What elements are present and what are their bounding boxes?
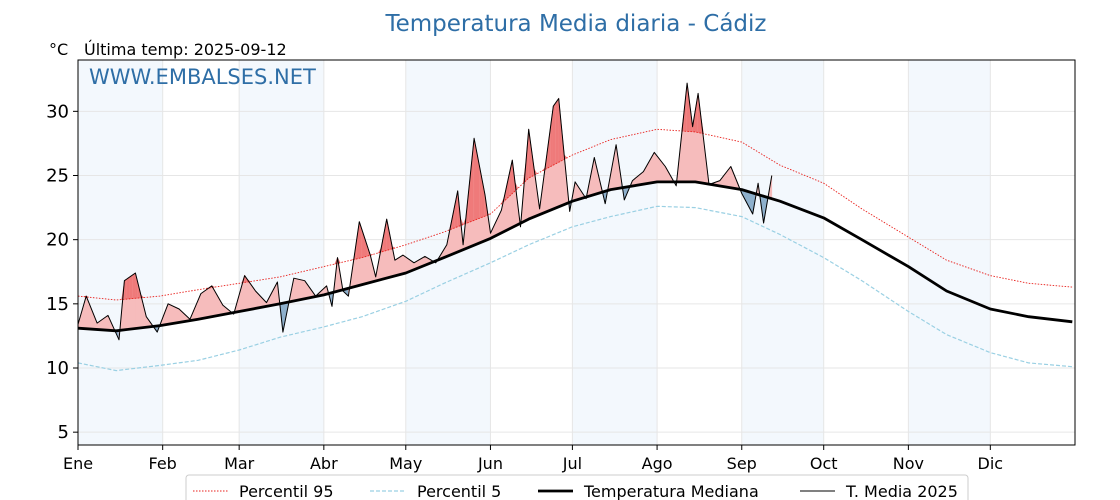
y-tick-label: 15 — [46, 294, 69, 315]
y-tick-label: 20 — [46, 230, 69, 251]
legend-label-p95: Percentil 95 — [239, 482, 334, 500]
anomaly-fill-above — [173, 305, 177, 324]
anomaly-fill-extreme — [132, 272, 136, 299]
x-tick-label: Ago — [642, 454, 673, 473]
y-unit-label: °C — [49, 40, 68, 59]
anomaly-fill-above — [402, 254, 407, 275]
anomaly-fill-above — [203, 289, 207, 319]
month-band — [239, 60, 324, 445]
anomaly-fill-above — [397, 256, 401, 276]
anomaly-fill-extreme — [129, 274, 133, 300]
x-tick-label: Sep — [727, 454, 757, 473]
anomaly-fill-above — [394, 257, 398, 277]
x-tick-label: Jul — [562, 454, 582, 473]
x-tick-label: Nov — [893, 454, 924, 473]
legend-box — [185, 474, 969, 500]
series-line-p5 — [77, 205, 1073, 372]
anomaly-fill-above — [200, 291, 204, 320]
anomaly-fill-above — [176, 307, 180, 324]
legend-label-median: Temperatura Mediana — [583, 482, 759, 500]
x-axis-ticks: Ene Feb Mar Abr May Jun Jul Ago Sep Oct Nov Dic — [63, 445, 1003, 473]
anomaly-fill-extreme — [555, 97, 560, 165]
x-tick-label: Jun — [477, 454, 503, 473]
plot-frame — [77, 59, 1076, 446]
chart-title: Temperatura Media diaria - Cádiz — [384, 11, 766, 37]
x-tick-label: Dic — [978, 454, 1004, 473]
anomaly-fill-extreme — [124, 278, 128, 300]
series-line-median — [77, 180, 1073, 333]
anomaly-fill-extreme — [552, 101, 557, 166]
month-band — [572, 60, 658, 445]
month-band — [741, 60, 824, 445]
month-band — [908, 60, 991, 445]
anomaly-fill-above — [298, 279, 303, 301]
anomaly-fill-above — [293, 277, 297, 302]
x-tick-label: Abr — [310, 454, 338, 473]
y-tick-label: 10 — [46, 358, 69, 379]
last-temp-label: Última temp: 2025-09-12 — [84, 40, 287, 59]
legend-label-2025: T. Media 2025 — [845, 482, 958, 500]
anomaly-fill-above — [400, 254, 404, 275]
x-tick-label: Mar — [224, 454, 255, 473]
month-bands — [78, 60, 991, 445]
month-band — [78, 60, 163, 445]
x-tick-label: Feb — [149, 454, 177, 473]
anomaly-fill-extreme — [126, 276, 131, 300]
anomaly-fill-above — [208, 285, 213, 318]
y-axis-ticks: 5 10 15 20 25 30 — [46, 101, 78, 443]
watermark: WWW.EMBALSES.NET — [89, 65, 316, 89]
x-tick-label: Ene — [63, 454, 93, 473]
series-line-2025 — [77, 82, 773, 341]
y-tick-label: 30 — [46, 101, 69, 122]
anomaly-fill-above — [656, 155, 661, 183]
legend-label-p5: Percentil 5 — [417, 482, 501, 500]
anomaly-fill-above — [167, 303, 172, 325]
anomaly-fill-above — [206, 287, 210, 319]
anomaly-fill-above — [654, 151, 658, 183]
x-tick-label: May — [389, 454, 422, 473]
x-tick-label: Oct — [810, 454, 838, 473]
y-tick-label: 25 — [46, 166, 69, 187]
anomaly-fill-above — [296, 278, 300, 301]
legend: Percentil 95 Percentil 5 Temperatura Med… — [185, 474, 969, 500]
series-line-p95 — [77, 128, 1073, 301]
series-lines — [77, 82, 1073, 372]
y-tick-label: 5 — [58, 422, 69, 443]
anomaly-fill-above — [301, 279, 306, 300]
anomaly-fill-above — [170, 304, 174, 325]
anomaly-fill-above — [247, 278, 251, 311]
